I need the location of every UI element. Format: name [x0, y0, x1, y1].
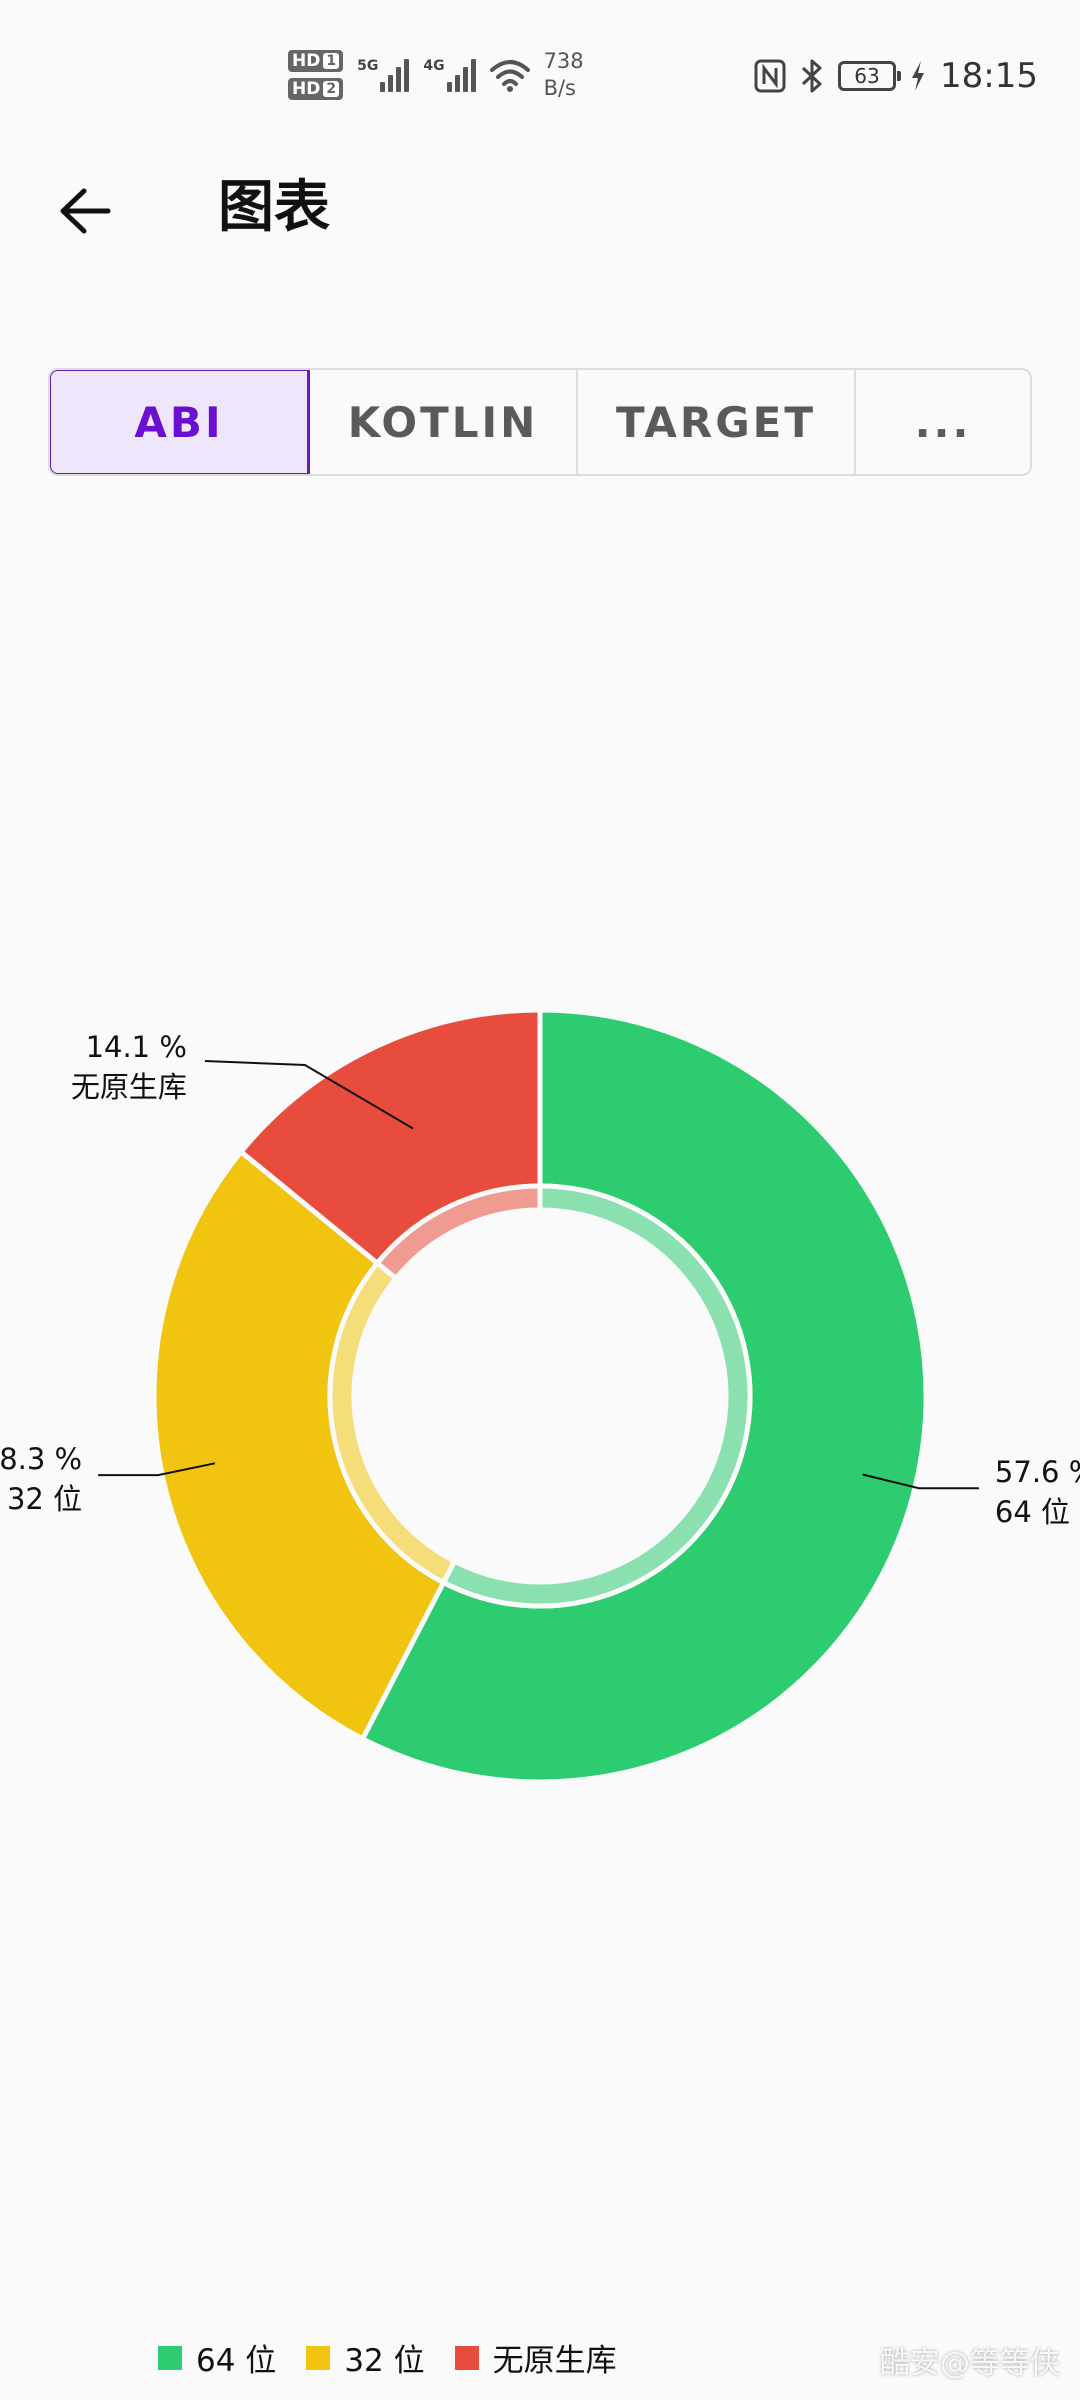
- tab-bar: ABI KOTLIN TARGET ...: [48, 368, 1032, 476]
- page-title: 图表: [218, 175, 330, 240]
- legend-label: 64 位: [196, 2343, 277, 2379]
- hd-indicators: HD 1 HD 2: [288, 50, 344, 100]
- network-speed: 738 B/s: [543, 49, 584, 100]
- slice-name-label-32bit: 32 位: [7, 1482, 82, 1516]
- slice-inner-ring-no-native: [373, 1183, 543, 1282]
- slice-name-label-64bit: 64 位: [995, 1495, 1070, 1529]
- watermark: 酷安@等等侠: [880, 2346, 1060, 2381]
- legend-swatch: [454, 2345, 479, 2370]
- battery-indicator: 63: [838, 61, 902, 91]
- donut-chart-svg: 57.6 % 64 位 28.3 % 32 位 14.1 % 无原生库: [0, 1007, 1080, 1785]
- legend-item-64bit: 64 位: [158, 2335, 276, 2380]
- status-bar: HD 1 HD 2 5G 4G 738 B/s: [0, 0, 1080, 150]
- app-bar: 图表: [0, 150, 1080, 270]
- status-right: 63 18:15: [754, 56, 1038, 96]
- slice-percent-label-64bit: 57.6 %: [995, 1455, 1080, 1489]
- label-line-32bit: [98, 1462, 216, 1477]
- nfc-icon: [754, 59, 786, 93]
- charging-icon: [912, 61, 925, 91]
- hd-1-badge: HD 1: [288, 50, 344, 72]
- legend-swatch: [306, 2345, 331, 2370]
- tab-abi[interactable]: ABI: [50, 370, 310, 474]
- label-line-no-native: [204, 1059, 414, 1130]
- legend-label: 32 位: [344, 2343, 425, 2379]
- slice-percent-label-32bit: 28.3 %: [0, 1442, 82, 1476]
- status-left: HD 1 HD 2 5G 4G 738 B/s: [288, 48, 584, 102]
- clock: 18:15: [940, 56, 1038, 96]
- signal-bars-icon: [380, 58, 410, 92]
- tab-kotlin[interactable]: KOTLIN: [310, 370, 578, 474]
- slice-percent-label-no-native: 14.1 %: [86, 1030, 187, 1064]
- tab-target[interactable]: TARGET: [578, 370, 856, 474]
- signal-4g: 4G: [423, 58, 476, 92]
- signal-bars-icon: [446, 58, 476, 92]
- bluetooth-icon: [801, 59, 822, 93]
- legend-item-no-native: 无原生库: [454, 2335, 617, 2380]
- signal-5g: 5G: [357, 58, 410, 92]
- back-button[interactable]: [40, 176, 130, 246]
- slice-name-label-no-native: 无原生库: [71, 1070, 187, 1104]
- tab-more[interactable]: ...: [914, 397, 972, 447]
- label-line-64bit: [862, 1473, 979, 1490]
- hd-2-badge: HD 2: [288, 78, 344, 100]
- legend-label: 无原生库: [492, 2343, 617, 2379]
- donut-chart: 57.6 % 64 位 28.3 % 32 位 14.1 % 无原生库: [0, 900, 1080, 1900]
- legend-swatch: [158, 2345, 182, 2370]
- chart-legend: 64 位 32 位 无原生库: [158, 2335, 617, 2380]
- arrow-left-icon: [60, 188, 111, 234]
- wifi-icon: [489, 60, 530, 92]
- legend-item-32bit: 32 位: [306, 2335, 425, 2380]
